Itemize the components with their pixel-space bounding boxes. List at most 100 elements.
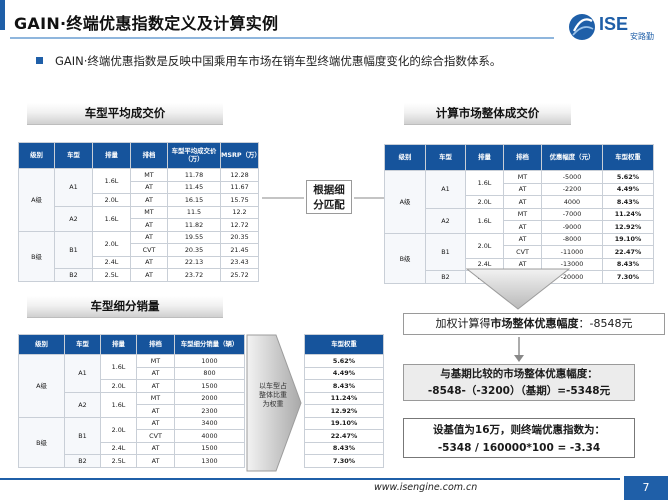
weight-cell: 12.92%: [304, 404, 384, 418]
weight-cell: 7.30%: [602, 270, 654, 284]
col-header: 车型: [64, 334, 101, 355]
weight-cell: 11.24%: [602, 207, 654, 221]
table-row: A2 1.6L MT 2000: [19, 391, 245, 418]
model-cell: A2: [54, 205, 93, 232]
match-text-line2: 分匹配: [313, 199, 345, 211]
col-header: 车型: [54, 142, 93, 169]
table-row: 12.92%: [304, 404, 384, 418]
col-header: 排量: [92, 142, 131, 169]
discount-cell: -11000: [541, 245, 603, 259]
weight-table: 车型权重 5.62% 4.49% 8.43% 11.24% 12.92% 19.…: [304, 334, 384, 468]
table-row: 22.47%: [304, 429, 384, 443]
model-cell: A1: [425, 170, 466, 209]
section-avg-price: 车型平均成交价: [27, 103, 223, 125]
model-cell: A1: [64, 354, 101, 393]
sales-cell: 1500: [174, 379, 245, 393]
table-row: 2.0L AT 1500: [19, 379, 245, 393]
class-cell: A级: [18, 168, 55, 232]
weight-cell: 22.47%: [602, 245, 654, 259]
msrp-cell: 25.72: [220, 268, 259, 282]
table-row: 11.24%: [304, 391, 384, 405]
table-row: B2 2.5L AT 1300: [19, 454, 245, 468]
displacement-cell: 2.0L: [92, 193, 131, 207]
displacement-cell: 1.6L: [465, 207, 504, 234]
table-row: A2 1.6L MT 11.5 12.2: [19, 205, 259, 232]
discount-cell: -5000: [541, 170, 603, 184]
gear-cell: AT: [503, 182, 542, 196]
model-cell: A2: [425, 207, 466, 234]
gear-cell: AT: [503, 195, 542, 209]
ise-logo: ISE 安路勤: [568, 9, 664, 45]
col-header: 优惠幅度（元）: [541, 144, 603, 171]
table-row: AT 800: [19, 366, 245, 380]
small-down-arrow-icon: [514, 337, 524, 362]
displacement-cell: 1.6L: [92, 168, 131, 194]
model-cell: B1: [64, 416, 101, 455]
displacement-cell: 2.0L: [465, 195, 504, 209]
weight-cell: 5.62%: [304, 354, 384, 368]
col-header: 车型权重: [304, 334, 384, 355]
discount-cell: -2200: [541, 182, 603, 196]
msrp-cell: 23.43: [220, 255, 259, 269]
weighted-result-box: 加权计算得市场整体优惠幅度：-8548元: [403, 313, 665, 335]
index-result-box: 设基值为16万，则终端优惠指数为： -5348 / 160000*100 = -…: [403, 418, 635, 458]
table-row: AT 11.45 11.67: [19, 180, 259, 194]
table-row: 19.10%: [304, 416, 384, 430]
table-row: A级 A1 1.6L MT -5000 5.62%: [384, 170, 654, 234]
weight-cell: 7.30%: [304, 454, 384, 468]
match-text-line1: 根据细: [313, 184, 345, 196]
sales-cell: 1000: [174, 354, 245, 368]
displacement-cell: 2.0L: [100, 379, 137, 393]
market-discount-table: 级别 车型 排量 排档 优惠幅度（元） 车型权重 A级 A1 1.6L MT -…: [384, 144, 654, 284]
displacement-cell: 2.4L: [100, 441, 137, 455]
class-cell: A级: [18, 354, 65, 418]
gear-cell: MT: [503, 207, 542, 221]
result3-line1: 设基值为16万，则终端优惠指数为：: [432, 424, 606, 436]
discount-cell: -8000: [541, 232, 603, 246]
price-cell: 11.78: [167, 168, 221, 182]
intro-bullet: GAIN·终端优惠指数是反映中国乘用车市场在销车型终端优惠幅度变化的综合指数体系…: [36, 53, 501, 69]
msrp-cell: 21.45: [220, 243, 259, 257]
table-header-row: 车型权重: [304, 334, 384, 355]
displacement-cell: 1.6L: [100, 354, 137, 380]
col-header: 排档: [503, 144, 542, 171]
weight-cell: 4.49%: [602, 182, 654, 196]
result2-line1: 与基期比较的市场整体优惠幅度：: [440, 368, 598, 380]
table-row: B级 B1 2.0L AT 19.55 20.35: [18, 230, 259, 282]
price-cell: 16.15: [167, 193, 221, 207]
weight-cell: 8.43%: [602, 195, 654, 209]
col-header: 排量: [465, 144, 504, 171]
msrp-cell: 15.75: [220, 193, 259, 207]
table-header-row: 级别 车型 排量 排档 车型细分销量（辆）: [18, 334, 245, 355]
gear-cell: MT: [130, 205, 168, 219]
displacement-cell: 2.0L: [100, 416, 137, 443]
model-cell: B2: [64, 454, 101, 468]
price-cell: 11.45: [167, 180, 221, 194]
msrp-cell: 12.2: [220, 205, 259, 219]
col-header: 级别: [384, 144, 426, 171]
weight-cell: 19.10%: [304, 416, 384, 430]
class-cell: A级: [384, 170, 426, 234]
model-cell: B1: [54, 230, 93, 269]
displacement-cell: 2.4L: [92, 255, 131, 269]
gear-cell: MT: [503, 170, 542, 184]
table-row: 2.4L AT 1500: [19, 441, 245, 455]
table-row: 5.62%: [304, 354, 384, 368]
model-cell: B2: [54, 268, 93, 282]
table-row: A2 1.6L MT -7000 11.24%: [385, 207, 654, 234]
table-row: AT 11.82 12.72: [19, 218, 259, 232]
logo-sub: 安路勤: [630, 31, 654, 41]
displacement-cell: 2.0L: [92, 230, 131, 257]
result1-prefix: 加权计算得: [435, 317, 491, 330]
right-arrow-icon: [246, 334, 302, 472]
displacement-cell: 1.6L: [92, 205, 131, 232]
table-header-row: 级别 车型 排量 排档 优惠幅度（元） 车型权重: [384, 144, 654, 171]
result1-bold: 市场整体优惠幅度: [490, 317, 579, 330]
section-sales: 车型细分销量: [27, 296, 223, 318]
col-header: 车型: [425, 144, 466, 171]
model-cell: A1: [54, 168, 93, 207]
class-cell: B级: [384, 232, 426, 284]
gear-cell: AT: [130, 255, 168, 269]
bullet-square-icon: [36, 57, 43, 64]
sales-cell: 3400: [174, 416, 245, 430]
